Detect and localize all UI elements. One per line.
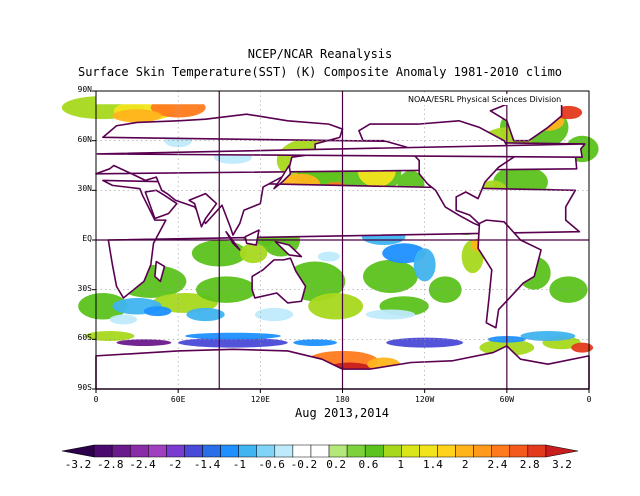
colorbar-label: 0.2 — [326, 458, 347, 471]
colorbar-swatch — [111, 444, 131, 458]
colorbar-swatch — [93, 444, 113, 458]
lat-tick-label: 60S — [77, 333, 92, 343]
colorbar-label: -1.4 — [193, 458, 221, 471]
lon-tick-label: 60E — [170, 395, 186, 404]
lat-tick-label: EQ — [82, 234, 92, 243]
colorbar-swatch — [274, 444, 294, 458]
colorbar-swatch — [202, 444, 221, 458]
lon-tick-label: 180 — [335, 395, 350, 404]
colorbar-label: -2.4 — [129, 458, 156, 471]
colorbar-swatch — [419, 444, 438, 458]
colorbar-swatch — [401, 444, 420, 458]
colorbar-label: 3.2 — [552, 458, 572, 471]
colorbar-swatch — [166, 444, 185, 458]
map-title: NCEP/NCAR Reanalysis — [247, 47, 393, 61]
date-label: Aug 2013,2014 — [295, 406, 389, 420]
lat-tick-label: 30N — [77, 184, 92, 194]
colorbar-label: 1 — [397, 458, 404, 471]
colorbar-label: 2.4 — [487, 458, 508, 471]
lat-tick-label: 30S — [77, 283, 92, 293]
lon-tick-label: 0 — [586, 395, 592, 404]
lat-tick-label: 90S — [77, 383, 92, 392]
colorbar-swatch — [437, 444, 456, 458]
colorbar-swatch — [509, 444, 529, 458]
colorbar-label: 2 — [461, 458, 469, 471]
colorbar-swatch — [455, 444, 474, 458]
colorbar-label: 1.4 — [422, 458, 443, 471]
colorbar-swatch — [328, 444, 348, 458]
colorbar-label: -2 — [168, 458, 182, 471]
colorbar-swatch — [238, 444, 257, 458]
lon-tick-label: 120W — [415, 395, 435, 404]
colorbar-swatch — [383, 444, 402, 458]
colorbar-swatch — [527, 444, 547, 458]
colorbar-swatch — [220, 444, 239, 458]
colorbar-swatch — [491, 444, 511, 458]
colorbar-label: -1 — [232, 458, 246, 471]
lat-tick-label: 60N — [77, 134, 92, 144]
colorbar-swatch — [545, 444, 579, 458]
map-subtitle: Surface Skin Temperature(SST) (K) Compos… — [77, 65, 563, 79]
lon-tick-label: 60W — [499, 395, 515, 404]
colorbar-swatch — [364, 444, 384, 458]
colorbar-swatch — [256, 444, 276, 458]
colorbar-swatch — [129, 444, 149, 458]
lon-tick-label: 0 — [93, 395, 99, 404]
colorbar-swatch — [148, 444, 167, 458]
colorbar-label: 2.8 — [519, 458, 540, 471]
colorbar-swatch — [292, 444, 312, 458]
lon-tick-label: 120E — [250, 395, 270, 404]
colorbar-swatch — [310, 444, 330, 458]
colorbar-label: -0.6 — [258, 458, 285, 471]
colorbar-swatch — [61, 444, 95, 458]
credit-label: NOAA/ESRL Physical Sciences Division — [406, 94, 564, 105]
colorbar-label: -3.2 — [64, 458, 92, 471]
colorbar-label: 0.6 — [358, 458, 379, 471]
colorbar-label: -2.8 — [97, 458, 124, 471]
lat-tick-label: 90N — [77, 85, 92, 94]
colorbar-label: -0.2 — [290, 458, 318, 471]
colorbar-swatch — [473, 444, 492, 458]
colorbar-swatch — [184, 444, 203, 458]
colorbar-swatch — [346, 444, 366, 458]
